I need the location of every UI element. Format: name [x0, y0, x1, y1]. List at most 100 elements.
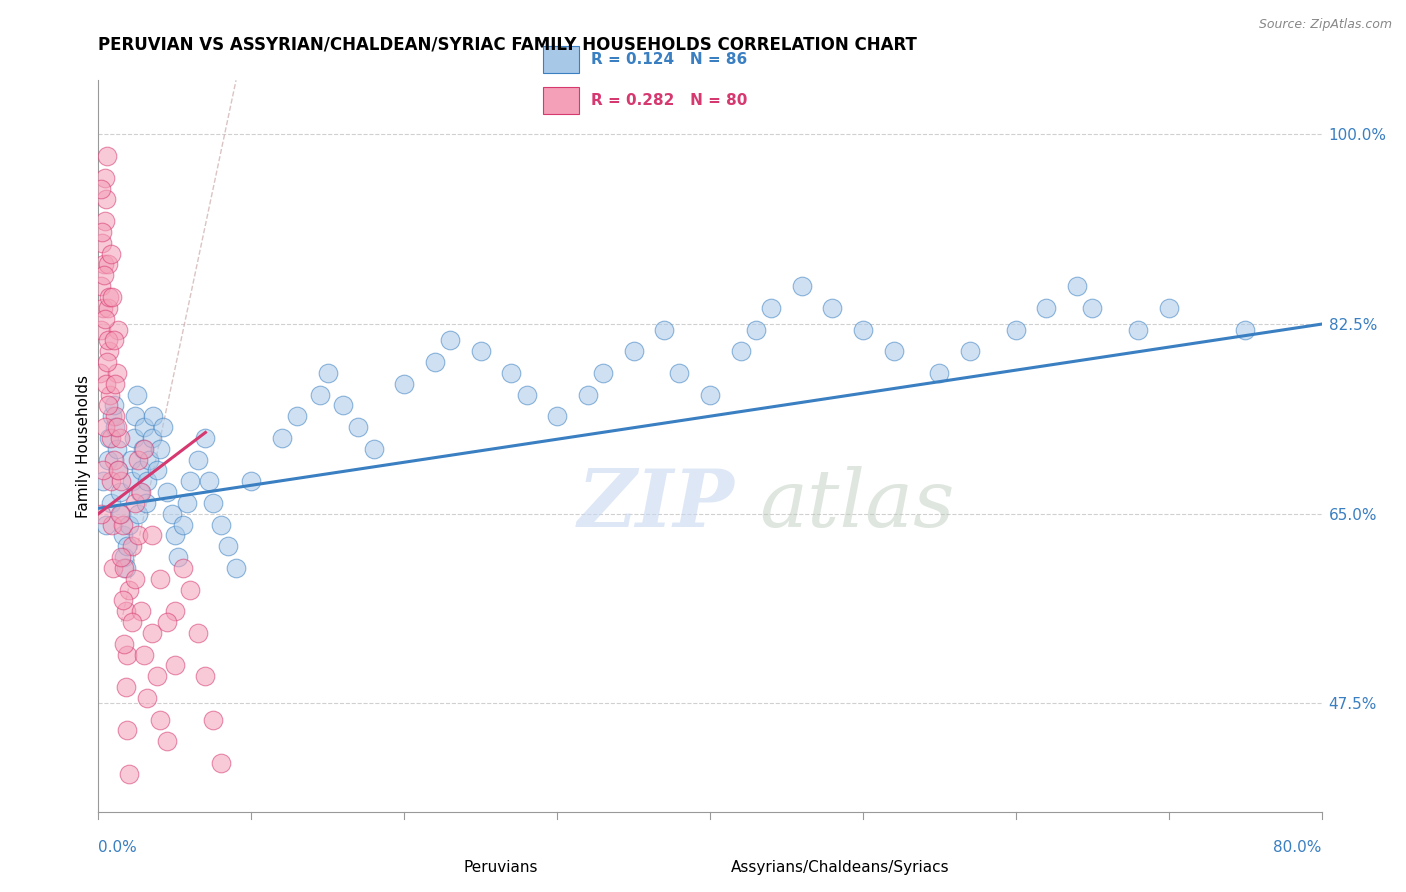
Point [110, 474, 132, 488]
Text: R = 0.282   N = 80: R = 0.282 N = 80 [591, 94, 747, 108]
Point [107, 463, 129, 477]
Point [1035, 301, 1057, 315]
Text: Peruvians: Peruvians [464, 860, 538, 874]
Point [197, 474, 219, 488]
Point [363, 442, 385, 456]
Text: Source: ZipAtlas.com: Source: ZipAtlas.com [1258, 18, 1392, 31]
Point [172, 517, 194, 532]
Point [91, 474, 114, 488]
Point [149, 442, 172, 456]
Point [89, 366, 111, 380]
Point [98, 431, 121, 445]
Point [98, 290, 121, 304]
Point [127, 452, 149, 467]
Point [91, 301, 114, 315]
Point [101, 409, 124, 424]
Point [108, 507, 131, 521]
Point [127, 507, 149, 521]
Point [93, 214, 115, 228]
Point [104, 409, 127, 424]
Point [90, 279, 112, 293]
Point [90, 507, 112, 521]
Point [110, 550, 132, 565]
Point [270, 431, 294, 445]
Point [108, 431, 131, 445]
Point [332, 398, 354, 412]
Point [134, 420, 156, 434]
Point [134, 648, 156, 662]
Point [124, 572, 146, 586]
Point [652, 322, 675, 336]
Point [156, 734, 179, 748]
Point [93, 268, 115, 283]
Point [90, 181, 112, 195]
Point [761, 301, 783, 315]
Point [668, 366, 690, 380]
Point [163, 658, 186, 673]
Point [141, 626, 163, 640]
Point [163, 528, 186, 542]
Point [730, 344, 752, 359]
Point [225, 561, 247, 575]
Y-axis label: Family Households: Family Households [76, 375, 91, 517]
Point [91, 463, 114, 477]
Point [97, 258, 120, 272]
Point [176, 496, 198, 510]
Point [623, 344, 645, 359]
Point [1004, 322, 1026, 336]
Point [142, 409, 165, 424]
Point [217, 539, 239, 553]
Point [100, 474, 122, 488]
Point [138, 452, 160, 467]
Point [96, 355, 118, 369]
Point [97, 301, 120, 315]
Point [103, 398, 125, 412]
Point [821, 301, 844, 315]
Point [127, 528, 149, 542]
Point [124, 409, 146, 424]
Point [115, 561, 138, 575]
Point [129, 463, 152, 477]
Point [91, 225, 114, 239]
Point [115, 604, 138, 618]
Point [107, 463, 129, 477]
Text: PERUVIAN VS ASSYRIAN/CHALDEAN/SYRIAC FAMILY HOUSEHOLDS CORRELATION CHART: PERUVIAN VS ASSYRIAN/CHALDEAN/SYRIAC FAM… [98, 36, 917, 54]
Point [91, 235, 114, 250]
Point [209, 756, 232, 770]
Point [1234, 322, 1257, 336]
Point [97, 334, 120, 348]
Point [141, 431, 163, 445]
Point [285, 409, 308, 424]
Point [316, 366, 339, 380]
Point [115, 680, 138, 694]
Point [97, 398, 120, 412]
Point [117, 723, 139, 738]
Point [96, 149, 118, 163]
Point [179, 582, 201, 597]
Point [516, 387, 538, 401]
Point [1157, 301, 1180, 315]
Point [118, 517, 141, 532]
Text: Assyrians/Chaldeans/Syriacs: Assyrians/Chaldeans/Syriacs [731, 860, 949, 874]
Point [928, 366, 950, 380]
Point [129, 485, 152, 500]
Point [160, 507, 183, 521]
Point [423, 355, 446, 369]
Point [120, 452, 142, 467]
Point [94, 376, 117, 391]
Point [110, 507, 132, 521]
Point [93, 258, 115, 272]
Point [107, 322, 129, 336]
Bar [543, 46, 579, 73]
Point [105, 442, 128, 456]
Point [546, 409, 568, 424]
Point [439, 334, 461, 348]
Point [111, 593, 134, 607]
Point [167, 550, 190, 565]
Point [156, 615, 179, 629]
Point [94, 517, 117, 532]
Point [1081, 301, 1104, 315]
Point [94, 193, 117, 207]
Point [112, 637, 135, 651]
Point [132, 442, 155, 456]
